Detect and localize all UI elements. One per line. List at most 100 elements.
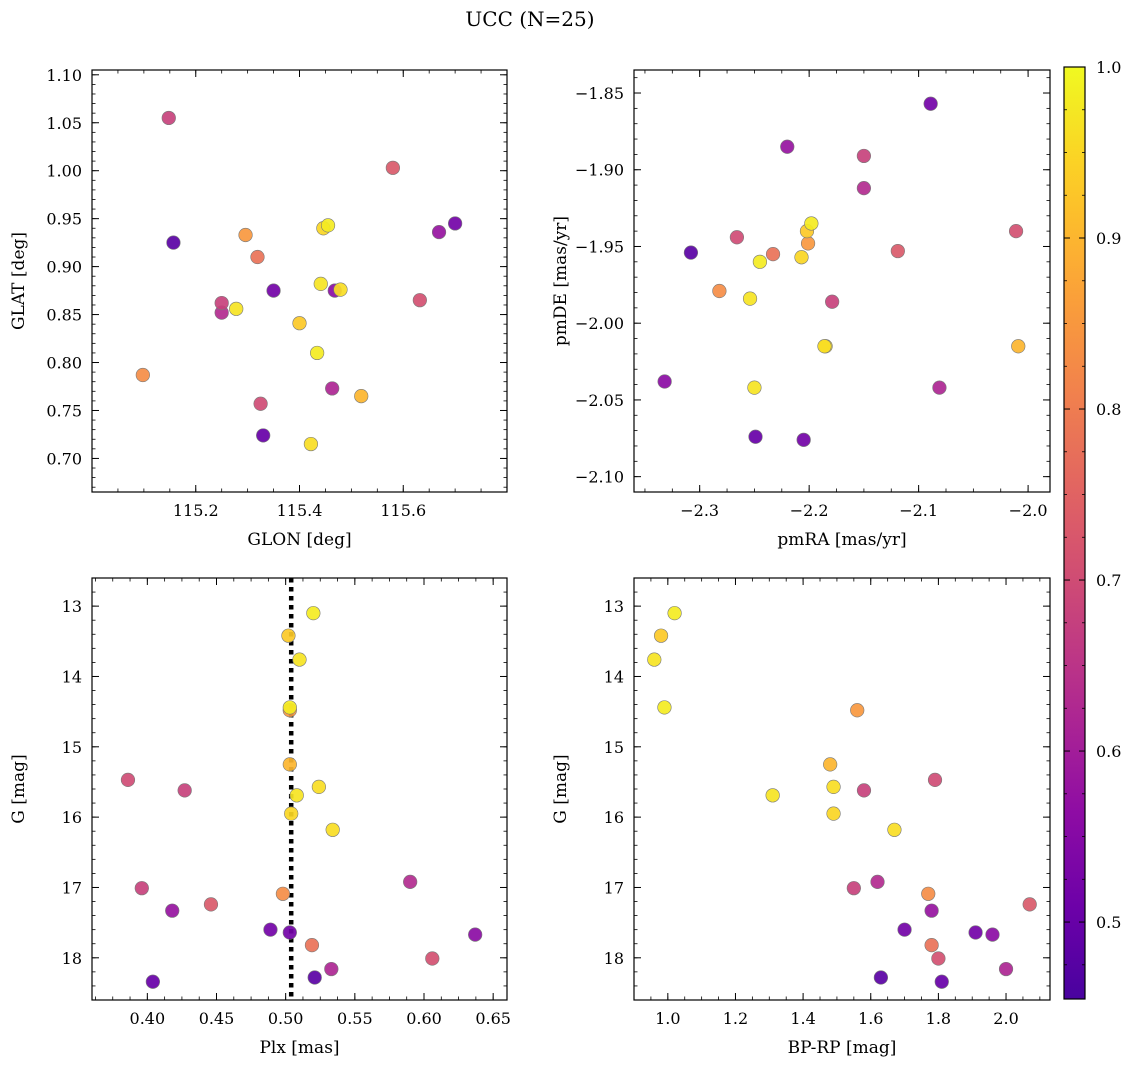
- x-axis-label: Plx [mas]: [259, 1038, 339, 1058]
- data-point: [425, 951, 440, 966]
- y-tick-label: 1.10: [46, 66, 82, 85]
- y-tick-label: 16: [604, 808, 624, 827]
- data-point: [292, 316, 307, 331]
- y-axis-label: pmDE [mas/yr]: [551, 216, 571, 346]
- plot-frame: [91, 69, 508, 493]
- data-point: [238, 227, 253, 243]
- x-tick-label: −2.1: [899, 501, 938, 520]
- x-tick-label: −2.3: [680, 501, 719, 520]
- data-point: [850, 703, 865, 718]
- x-tick-label: 115.4: [277, 501, 323, 520]
- panel-pmra-pmde: −2.3 −2.2 −2.1 −2.0 −2.10 −2.05 −2.00 −1.95 −1.9…: [551, 69, 1051, 550]
- y-tick-label: 0.90: [46, 258, 82, 277]
- data-point: [826, 806, 841, 821]
- x-tick-label: 1.6: [858, 1009, 883, 1028]
- y-tick-label: 15: [62, 738, 82, 757]
- data-point: [927, 772, 943, 787]
- data-point: [968, 925, 983, 940]
- colorbar-gradient: [1063, 66, 1086, 1000]
- data-point: [292, 652, 307, 667]
- data-point: [320, 218, 336, 233]
- data-point: [931, 951, 946, 966]
- x-tick-label: 0.45: [199, 1009, 235, 1028]
- y-axis-label: G [mag]: [9, 754, 29, 823]
- data-point: [135, 367, 150, 383]
- x-tick-label: −2.0: [1009, 501, 1048, 520]
- data-point: [324, 961, 339, 977]
- x-tick-label: 0.50: [268, 1009, 304, 1028]
- x-tick-label: 1.8: [926, 1009, 951, 1028]
- y-tick-label: 0.75: [46, 401, 82, 420]
- data-point: [657, 700, 672, 715]
- data-point: [333, 282, 348, 297]
- x-tick-label: 115.2: [173, 501, 219, 520]
- y-tick-label: 16: [62, 808, 82, 827]
- data-point: [1022, 897, 1037, 912]
- data-point: [998, 961, 1014, 977]
- y-tick-label: −2.05: [575, 391, 624, 410]
- data-point: [161, 110, 176, 126]
- data-point: [870, 874, 885, 889]
- data-point: [924, 903, 939, 918]
- y-tick-label: −2.10: [575, 468, 624, 487]
- x-tick-label: 1.2: [723, 1009, 748, 1028]
- y-tick-label: −1.90: [575, 161, 624, 180]
- data-point: [729, 230, 745, 245]
- data-point: [325, 822, 340, 837]
- data-point: [250, 249, 265, 265]
- data-point: [134, 881, 149, 896]
- data-point: [932, 380, 947, 395]
- data-point: [765, 788, 780, 803]
- y-tick-label: 18: [604, 949, 624, 968]
- x-axis-label: GLON [deg]: [247, 530, 351, 550]
- data-point: [796, 432, 811, 447]
- data-point: [748, 429, 763, 444]
- data-point: [800, 236, 816, 251]
- colorbar: 0.5 0.6 0.7 0.8 0.9 1.0: [1063, 58, 1121, 1000]
- data-point: [897, 922, 912, 937]
- data-point: [306, 606, 321, 621]
- x-axis-label: pmRA [mas/yr]: [777, 530, 906, 550]
- y-tick-label: −1.85: [575, 84, 624, 103]
- colorbar-tick-label: 0.5: [1096, 913, 1121, 932]
- data-point: [229, 301, 244, 316]
- data-point: [403, 874, 418, 889]
- data-point: [1008, 224, 1024, 239]
- data-point: [281, 628, 296, 643]
- y-tick-label: 18: [62, 949, 82, 968]
- data-point: [177, 783, 192, 798]
- data-point: [765, 247, 781, 262]
- data-point: [385, 160, 400, 175]
- colorbar-tick-label: 1.0: [1096, 58, 1121, 77]
- y-tick-label: 1.05: [46, 114, 82, 133]
- plot-frame: [633, 69, 1051, 493]
- data-point: [647, 652, 662, 667]
- data-point: [120, 772, 136, 787]
- y-tick-label: 17: [604, 878, 624, 897]
- data-point: [826, 779, 841, 794]
- colorbar-tick-label: 0.9: [1096, 229, 1121, 248]
- data-point: [282, 700, 297, 715]
- data-point: [657, 374, 672, 389]
- data-point: [887, 822, 902, 837]
- data-point: [468, 927, 483, 942]
- x-tick-label: 0.60: [406, 1009, 442, 1028]
- data-point: [307, 970, 322, 985]
- data-point: [856, 783, 872, 798]
- data-point: [1011, 339, 1026, 354]
- data-point: [304, 938, 320, 953]
- data-point: [846, 881, 861, 896]
- data-point: [310, 345, 325, 361]
- data-point: [282, 757, 297, 772]
- y-axis-label: GLAT [deg]: [9, 232, 29, 330]
- x-tick-label: 2.0: [993, 1009, 1018, 1028]
- data-point: [712, 283, 727, 299]
- panel-glon-glat: 115.2 115.4 115.6 0.70 0.75 0.80 0.85 0.90 0.95 1…: [9, 66, 508, 550]
- data-point: [825, 294, 840, 309]
- data-point: [924, 938, 939, 953]
- data-point: [923, 96, 938, 111]
- colorbar-tick-label: 0.6: [1096, 742, 1121, 761]
- y-tick-label: 13: [62, 597, 82, 616]
- data-point: [253, 396, 268, 411]
